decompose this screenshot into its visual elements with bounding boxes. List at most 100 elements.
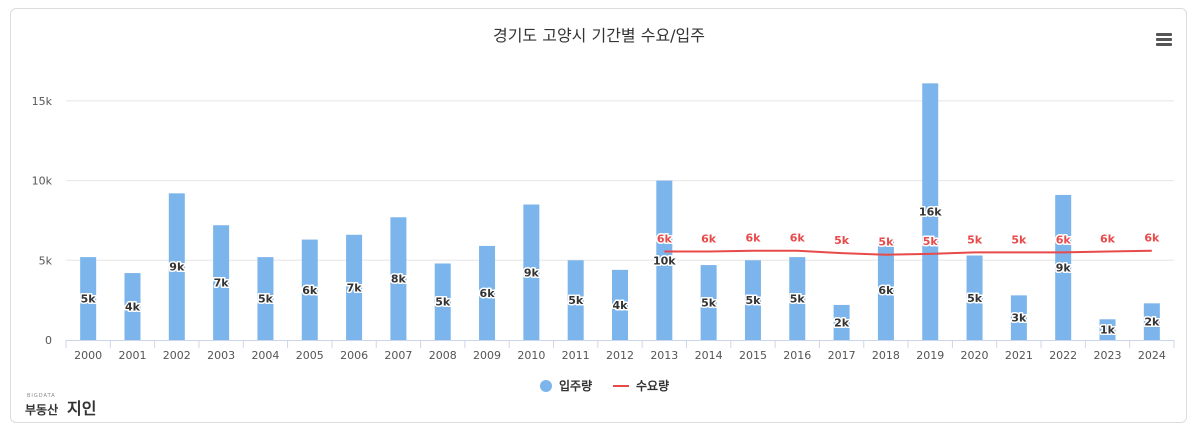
bar[interactable] bbox=[1143, 303, 1160, 340]
bar-data-label: 4k bbox=[125, 301, 141, 314]
x-tick-label: 2024 bbox=[1138, 349, 1166, 362]
y-tick-label: 10k bbox=[32, 175, 53, 188]
bar-data-label: 5k bbox=[435, 296, 451, 309]
x-tick-label: 2019 bbox=[916, 349, 944, 362]
x-tick-label: 2023 bbox=[1094, 349, 1122, 362]
watermark-small: BIGDATA bbox=[27, 393, 56, 399]
legend-item-bar[interactable]: 입주량 bbox=[540, 379, 592, 393]
brand-watermark: BIGDATA 부동산 지인 bbox=[25, 393, 96, 418]
bar[interactable] bbox=[213, 225, 230, 340]
bar[interactable] bbox=[966, 255, 983, 340]
x-tick-label: 2015 bbox=[739, 349, 767, 362]
bar-data-label: 4k bbox=[613, 299, 629, 312]
bar-data-label: 9k bbox=[1056, 261, 1072, 274]
bar[interactable] bbox=[877, 239, 894, 340]
bar[interactable] bbox=[700, 265, 717, 340]
bar-data-label: 2k bbox=[1144, 316, 1160, 329]
x-tick-label: 2010 bbox=[517, 349, 545, 362]
x-tick-label: 2001 bbox=[118, 349, 146, 362]
x-tick-label: 2008 bbox=[429, 349, 457, 362]
line-data-label: 5k bbox=[834, 234, 850, 247]
line-data-label: 6k bbox=[790, 232, 806, 245]
bar[interactable] bbox=[612, 269, 628, 340]
line-series bbox=[664, 249, 1152, 256]
data-labels: 5k 4k 9k 7k 5k 6k 7k 8k 5k 6k 9k 5k 4k 10k 5k 5k 5k 2k 6k 1… bbox=[79, 204, 1161, 338]
legend-item-line[interactable]: 수요량 bbox=[613, 379, 669, 393]
x-tick-label: 2003 bbox=[207, 349, 235, 362]
x-tick-label: 2007 bbox=[384, 349, 412, 362]
bar[interactable] bbox=[168, 193, 185, 340]
bar-data-label: 9k bbox=[524, 266, 540, 279]
line-data-label: 5k bbox=[1011, 233, 1027, 246]
x-tick-label: 2022 bbox=[1049, 349, 1077, 362]
bar[interactable] bbox=[744, 260, 761, 340]
chart-card: 경기도 고양시 기간별 수요/입주 5k 4k 9k 7k 5k 6k 7k 8k 5k 6k 9k… bbox=[10, 8, 1187, 423]
bar-data-label: 8k bbox=[391, 273, 407, 286]
chart-svg: 경기도 고양시 기간별 수요/입주 5k 4k 9k 7k 5k 6k 7k 8k 5k 6k 9k… bbox=[25, 26, 1175, 418]
bar[interactable] bbox=[80, 257, 97, 340]
x-tick-label: 2004 bbox=[251, 349, 279, 362]
bar-data-label: 7k bbox=[214, 277, 230, 290]
bar-data-label: 10k bbox=[653, 254, 676, 267]
bar-data-label: 5k bbox=[967, 292, 983, 305]
line-data-label: 6k bbox=[701, 233, 717, 246]
bar-data-label: 5k bbox=[745, 294, 761, 307]
x-tick-label: 2020 bbox=[961, 349, 989, 362]
bar-data-label: 16k bbox=[919, 206, 942, 219]
bar-data-label: 7k bbox=[347, 281, 363, 294]
x-tick-label: 2021 bbox=[1005, 349, 1033, 362]
bar[interactable] bbox=[479, 245, 496, 340]
bar-data-label: 6k bbox=[480, 287, 496, 300]
x-tick-label: 2011 bbox=[562, 349, 590, 362]
x-tick-label: 2000 bbox=[74, 349, 102, 362]
bar-data-label: 9k bbox=[169, 261, 185, 274]
grid-lines bbox=[66, 100, 1174, 261]
bar[interactable] bbox=[346, 234, 363, 340]
y-tick-label: 0 bbox=[45, 334, 52, 347]
x-tick-label: 2014 bbox=[695, 349, 723, 362]
bar[interactable] bbox=[567, 260, 584, 340]
x-tick-label: 2013 bbox=[650, 349, 678, 362]
x-tick-label: 2017 bbox=[828, 349, 856, 362]
hamburger-menu-icon[interactable] bbox=[1156, 33, 1172, 46]
axes: 0 5k 10k 15k 2000 2001 2002 2003 2004 2005 2006 200… bbox=[32, 95, 1175, 362]
bar[interactable] bbox=[1099, 319, 1116, 340]
x-tick-label: 2018 bbox=[872, 349, 900, 362]
bar[interactable] bbox=[124, 273, 141, 340]
bar[interactable] bbox=[1010, 295, 1027, 340]
bar-data-label: 5k bbox=[701, 297, 717, 310]
x-tick-label: 2002 bbox=[163, 349, 191, 362]
bar[interactable] bbox=[523, 204, 540, 341]
bar[interactable] bbox=[434, 263, 451, 340]
bar[interactable] bbox=[656, 180, 673, 340]
line-data-label: 6k bbox=[1056, 233, 1072, 246]
bar-series bbox=[80, 83, 1160, 341]
legend-label-line: 수요량 bbox=[636, 379, 669, 393]
bar[interactable] bbox=[1055, 194, 1072, 340]
bar-data-label: 1k bbox=[1100, 324, 1116, 337]
bar[interactable] bbox=[390, 217, 407, 340]
line-data-label: 6k bbox=[745, 232, 761, 245]
y-tick-label: 5k bbox=[39, 254, 53, 267]
line-data-label: 6k bbox=[1100, 233, 1116, 246]
chart-title: 경기도 고양시 기간별 수요/입주 bbox=[493, 26, 705, 45]
bar-data-label: 2k bbox=[834, 316, 850, 329]
line-data-label: 6k bbox=[1144, 232, 1160, 245]
watermark-main-a: 부동산 bbox=[25, 402, 58, 417]
line-data-label: 5k bbox=[878, 236, 894, 249]
bar[interactable] bbox=[833, 304, 850, 340]
bar[interactable] bbox=[922, 83, 939, 341]
bar[interactable] bbox=[301, 239, 318, 340]
bar-data-label: 6k bbox=[302, 284, 318, 297]
x-tick-label: 2005 bbox=[296, 349, 324, 362]
bar[interactable] bbox=[789, 257, 806, 340]
line-path[interactable] bbox=[664, 249, 1152, 256]
line-data-label: 6k bbox=[657, 233, 673, 246]
line-data-label: 5k bbox=[923, 235, 939, 248]
bar-data-label: 6k bbox=[878, 284, 894, 297]
bar[interactable] bbox=[257, 257, 274, 340]
x-tick-label: 2012 bbox=[606, 349, 634, 362]
y-tick-label: 15k bbox=[32, 95, 53, 108]
bar-data-label: 5k bbox=[790, 293, 806, 306]
line-data-label: 5k bbox=[967, 233, 983, 246]
